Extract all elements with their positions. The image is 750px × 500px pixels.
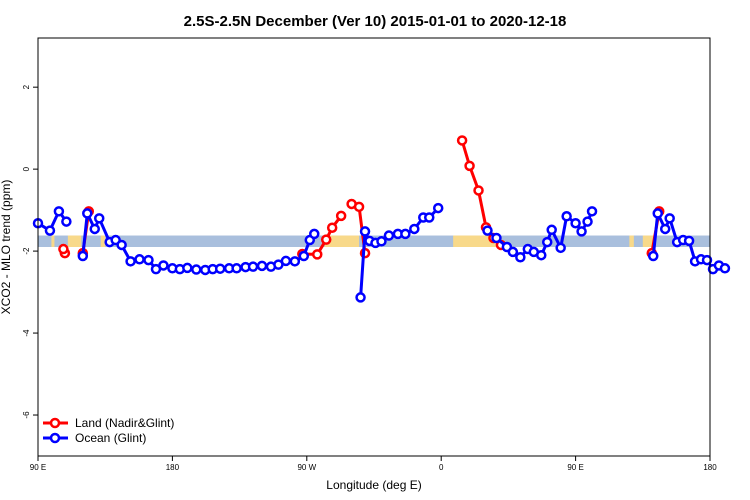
legend: Land (Nadir&Glint)Ocean (Glint)	[43, 416, 174, 445]
land-mask-segment	[51, 235, 55, 247]
plot-area	[32, 135, 731, 303]
data-point	[719, 263, 731, 274]
data-point	[298, 250, 310, 262]
x-axis: 90 E 180 90 W 0 90 E 180	[30, 456, 717, 472]
y-axis-label: XCO2 - MLO trend (ppm)	[0, 180, 13, 315]
series-line	[37, 209, 68, 233]
data-point	[541, 236, 553, 248]
land-mask-segment	[67, 235, 82, 247]
x-axis-label: Longitude (deg E)	[326, 478, 421, 492]
legend-label: Land (Nadir&Glint)	[75, 416, 174, 430]
y-tick-label: -4	[22, 329, 31, 337]
data-point	[77, 250, 89, 262]
data-point	[648, 250, 659, 262]
data-point	[134, 254, 145, 265]
data-point	[82, 208, 93, 219]
data-point	[158, 260, 169, 271]
data-point	[289, 256, 301, 267]
data-point	[586, 206, 598, 217]
x-tick-label: 0	[439, 463, 444, 472]
legend-marker	[49, 432, 61, 444]
x-tick-label: 90 E	[567, 463, 583, 472]
data-point	[312, 249, 323, 260]
chart-title: 2.5S-2.5N December (Ver 10) 2015-01-01 t…	[184, 13, 567, 30]
data-point	[376, 236, 387, 247]
data-point	[536, 249, 547, 261]
data-point	[116, 239, 127, 251]
data-point	[664, 213, 675, 224]
data-point	[89, 223, 100, 235]
data-point	[555, 242, 566, 254]
data-point	[515, 251, 526, 263]
x-tick-label: 90 E	[30, 463, 46, 472]
data-point	[335, 210, 347, 222]
x-tick-label: 90 W	[297, 463, 316, 472]
data-point	[359, 226, 371, 237]
y-tick-label: -2	[22, 247, 31, 255]
data-point	[61, 216, 72, 227]
data-point	[546, 224, 557, 236]
data-point	[326, 222, 338, 233]
data-point	[561, 211, 572, 222]
data-point	[409, 223, 420, 235]
data-point	[570, 217, 581, 229]
data-point	[182, 262, 193, 274]
data-point	[231, 263, 242, 274]
data-point	[507, 246, 519, 258]
x-tick-label: 180	[703, 463, 717, 472]
data-point	[473, 185, 484, 196]
data-point	[383, 230, 395, 241]
data-point	[44, 225, 56, 236]
data-point	[582, 216, 593, 227]
data-point	[683, 235, 695, 247]
y-axis: 2 0 -2 -4 -6	[22, 84, 38, 419]
ocean-series	[32, 202, 731, 303]
data-point	[309, 228, 320, 240]
land-mask-segment	[642, 235, 654, 247]
land-mask-segment	[453, 235, 501, 247]
y-tick-label: -6	[22, 411, 31, 419]
data-point	[424, 212, 435, 223]
data-point	[701, 254, 713, 266]
plot-frame	[37, 37, 711, 457]
data-point	[576, 226, 587, 237]
data-point	[53, 206, 65, 217]
legend-label: Ocean (Glint)	[75, 431, 146, 445]
data-point	[491, 232, 502, 244]
data-point	[464, 160, 475, 172]
data-point	[432, 202, 444, 214]
data-point	[280, 255, 292, 267]
x-tick-label: 180	[166, 463, 180, 472]
data-point	[400, 228, 411, 240]
data-point	[143, 254, 154, 266]
data-point	[659, 223, 671, 235]
data-point	[482, 225, 493, 236]
data-point	[93, 213, 105, 224]
data-point	[652, 208, 663, 219]
land-mask-segment	[629, 235, 634, 247]
y-tick-label: 2	[22, 84, 31, 89]
data-point	[247, 261, 259, 272]
data-point	[256, 260, 268, 272]
data-point	[355, 292, 366, 303]
data-point	[191, 264, 202, 275]
legend-marker	[49, 417, 61, 429]
data-point	[353, 201, 365, 213]
data-point	[214, 263, 226, 274]
y-tick-label: 0	[22, 166, 31, 171]
data-point	[58, 243, 69, 255]
data-point	[320, 234, 332, 245]
data-point	[456, 135, 468, 146]
data-point	[125, 256, 136, 267]
land-mask-segment	[324, 235, 360, 247]
land-mask-segment	[100, 235, 106, 247]
